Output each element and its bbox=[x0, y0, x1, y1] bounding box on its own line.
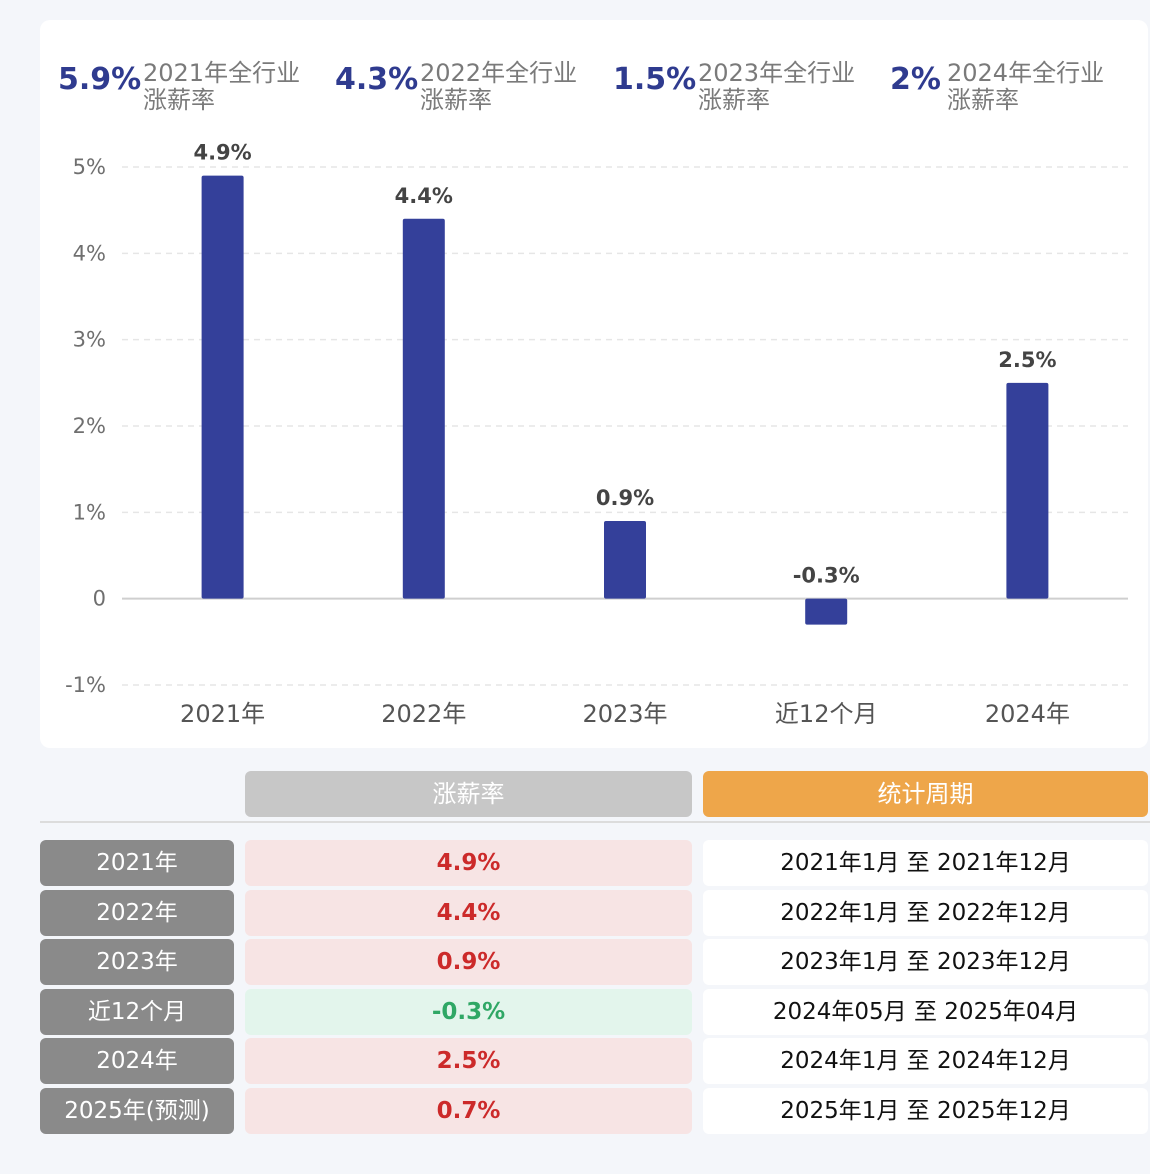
summary-label: 2021年全行业 涨薪率 bbox=[143, 60, 300, 114]
summary-label: 2024年全行业 涨薪率 bbox=[947, 60, 1104, 114]
data-label: 2.5% bbox=[998, 348, 1056, 372]
row-year: 2025年(预测) bbox=[40, 1087, 234, 1134]
x-tick-label: 2024年 bbox=[985, 700, 1070, 728]
chart-card: 5.9% 2021年全行业 涨薪率 4.3% 2022年全行业 涨薪率 1.5%… bbox=[40, 20, 1148, 748]
y-tick-label: 2% bbox=[73, 414, 106, 438]
summary-label-line2: 涨薪率 bbox=[947, 86, 1019, 114]
row-rate: 2.5% bbox=[245, 1038, 692, 1084]
bar bbox=[1006, 382, 1049, 599]
row-rate: 4.4% bbox=[245, 889, 692, 936]
y-tick-label: 0 bbox=[93, 587, 106, 611]
summary-label: 2023年全行业 涨薪率 bbox=[698, 60, 855, 114]
row-rate: 4.9% bbox=[245, 840, 692, 886]
table-row: 2024年 2.5% 2024年1月 至 2024年12月 bbox=[0, 1038, 1150, 1084]
y-tick-label: 4% bbox=[73, 241, 106, 265]
row-year: 2024年 bbox=[40, 1038, 234, 1084]
data-label: 4.4% bbox=[395, 184, 453, 208]
y-tick-label: -1% bbox=[65, 673, 106, 697]
row-period: 2024年1月 至 2024年12月 bbox=[703, 1038, 1148, 1084]
data-label: 4.9% bbox=[193, 141, 251, 165]
row-rate: 0.7% bbox=[245, 1087, 692, 1134]
summary-value: 2% bbox=[890, 62, 941, 97]
table-row: 2023年 0.9% 2023年1月 至 2023年12月 bbox=[0, 939, 1150, 985]
row-rate: 0.9% bbox=[245, 939, 692, 985]
x-tick-label: 2023年 bbox=[582, 700, 667, 728]
summary-label-line2: 涨薪率 bbox=[143, 86, 215, 114]
row-period: 2025年1月 至 2025年12月 bbox=[703, 1087, 1148, 1134]
summary-label-line2: 涨薪率 bbox=[698, 86, 770, 114]
table-divider bbox=[40, 821, 1150, 823]
summary-label-line1: 2023年全行业 bbox=[698, 59, 856, 87]
summary-value: 5.9% bbox=[58, 62, 142, 97]
summary-label-line2: 涨薪率 bbox=[420, 86, 492, 114]
summary-label-line1: 2022年全行业 bbox=[420, 59, 578, 87]
row-year: 2022年 bbox=[40, 889, 234, 936]
x-tick-label: 2022年 bbox=[381, 700, 466, 728]
data-label: 0.9% bbox=[596, 486, 654, 510]
x-tick-label: 2021年 bbox=[180, 700, 265, 728]
table-row: 2021年 4.9% 2021年1月 至 2021年12月 bbox=[0, 840, 1150, 886]
bar-chart: 5% 4% 3% 2% 1% 0 -1% 4.9% 2021年 4.4% 2022年 0.9% 2023… bbox=[65, 141, 1128, 728]
y-tick-label: 5% bbox=[73, 155, 106, 179]
rate-column-header: 涨薪率 bbox=[245, 771, 692, 817]
period-column-header: 统计周期 bbox=[703, 771, 1148, 817]
data-label: -0.3% bbox=[793, 564, 860, 588]
row-year: 2021年 bbox=[40, 840, 234, 886]
y-tick-label: 3% bbox=[73, 328, 106, 352]
table-row: 2022年 4.4% 2022年1月 至 2022年12月 bbox=[0, 889, 1150, 936]
bar bbox=[201, 175, 244, 599]
row-period: 2023年1月 至 2023年12月 bbox=[703, 939, 1148, 985]
row-period: 2021年1月 至 2021年12月 bbox=[703, 840, 1148, 886]
x-tick-label: 近12个月 bbox=[775, 700, 878, 728]
row-year: 近12个月 bbox=[40, 988, 234, 1035]
bar bbox=[805, 598, 848, 625]
bar bbox=[604, 520, 646, 599]
summary-label-line1: 2024年全行业 bbox=[947, 59, 1105, 87]
y-tick-label: 1% bbox=[73, 500, 106, 524]
summary-value: 1.5% bbox=[613, 62, 697, 97]
row-year: 2023年 bbox=[40, 939, 234, 985]
summary-label: 2022年全行业 涨薪率 bbox=[420, 60, 577, 114]
summary-value: 4.3% bbox=[335, 62, 419, 97]
row-rate: -0.3% bbox=[245, 988, 692, 1035]
row-period: 2024年05月 至 2025年04月 bbox=[703, 988, 1148, 1035]
table-row: 近12个月 -0.3% 2024年05月 至 2025年04月 bbox=[0, 988, 1150, 1035]
table-row: 2025年(预测) 0.7% 2025年1月 至 2025年12月 bbox=[0, 1087, 1150, 1134]
row-period: 2022年1月 至 2022年12月 bbox=[703, 889, 1148, 936]
summary-label-line1: 2021年全行业 bbox=[143, 59, 301, 87]
bar bbox=[402, 218, 445, 599]
